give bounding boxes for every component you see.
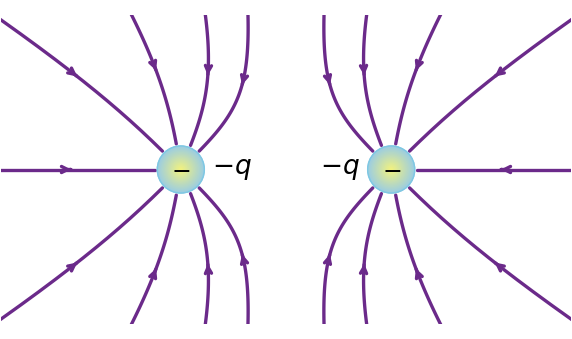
Circle shape [390,168,392,171]
Circle shape [174,163,187,176]
Circle shape [372,150,411,189]
Circle shape [164,153,198,186]
Circle shape [178,167,183,172]
Circle shape [173,162,188,177]
Text: $-$: $-$ [382,158,401,181]
Circle shape [382,161,400,178]
Circle shape [169,158,193,181]
Circle shape [386,164,396,175]
Circle shape [174,162,188,177]
Circle shape [371,149,412,190]
Circle shape [371,149,411,190]
Circle shape [175,164,186,175]
Circle shape [164,153,197,186]
Circle shape [384,162,399,177]
Circle shape [370,148,413,191]
Circle shape [160,149,201,190]
Circle shape [375,154,407,185]
Circle shape [374,152,409,187]
Circle shape [161,149,201,190]
Circle shape [173,161,189,178]
Circle shape [391,169,392,170]
Circle shape [166,155,196,184]
Circle shape [170,158,192,181]
Circle shape [383,161,399,178]
Circle shape [379,158,403,181]
Text: $-$: $-$ [171,158,190,181]
Circle shape [176,164,186,175]
Circle shape [378,156,405,183]
Circle shape [374,153,408,186]
Circle shape [373,151,410,188]
Circle shape [165,154,197,185]
Circle shape [160,148,202,191]
Circle shape [179,168,182,171]
Circle shape [388,166,395,173]
Circle shape [177,165,185,174]
Circle shape [158,147,203,192]
Circle shape [385,163,398,176]
Circle shape [375,153,408,186]
Circle shape [382,160,400,179]
Circle shape [372,151,410,188]
Circle shape [384,162,398,177]
Circle shape [168,157,194,182]
Circle shape [376,155,406,184]
Circle shape [176,165,185,174]
Circle shape [158,146,204,193]
Text: $-q$: $-q$ [212,157,252,182]
Circle shape [177,166,184,173]
Circle shape [386,164,397,175]
Circle shape [388,166,394,173]
Circle shape [170,159,192,180]
Circle shape [161,150,200,189]
Circle shape [381,160,401,179]
Circle shape [172,160,190,179]
Circle shape [180,168,182,171]
Circle shape [380,158,402,181]
Circle shape [379,157,403,182]
Circle shape [178,166,184,173]
Circle shape [166,155,195,184]
Circle shape [390,168,393,171]
Circle shape [376,154,407,185]
Circle shape [167,156,194,183]
Circle shape [387,165,395,174]
Circle shape [378,157,404,182]
Circle shape [368,146,414,193]
Circle shape [180,169,181,170]
Circle shape [169,157,193,182]
Circle shape [159,148,202,191]
Circle shape [163,152,198,187]
Circle shape [387,165,396,174]
Circle shape [369,147,414,192]
Text: $-q$: $-q$ [320,157,360,182]
Circle shape [377,155,406,184]
Circle shape [380,159,402,180]
Circle shape [171,160,191,179]
Circle shape [389,167,394,172]
Circle shape [368,146,415,193]
Circle shape [370,148,412,191]
Circle shape [162,151,200,188]
Circle shape [157,146,204,193]
Circle shape [162,151,199,188]
Circle shape [172,161,190,178]
Circle shape [165,154,196,185]
